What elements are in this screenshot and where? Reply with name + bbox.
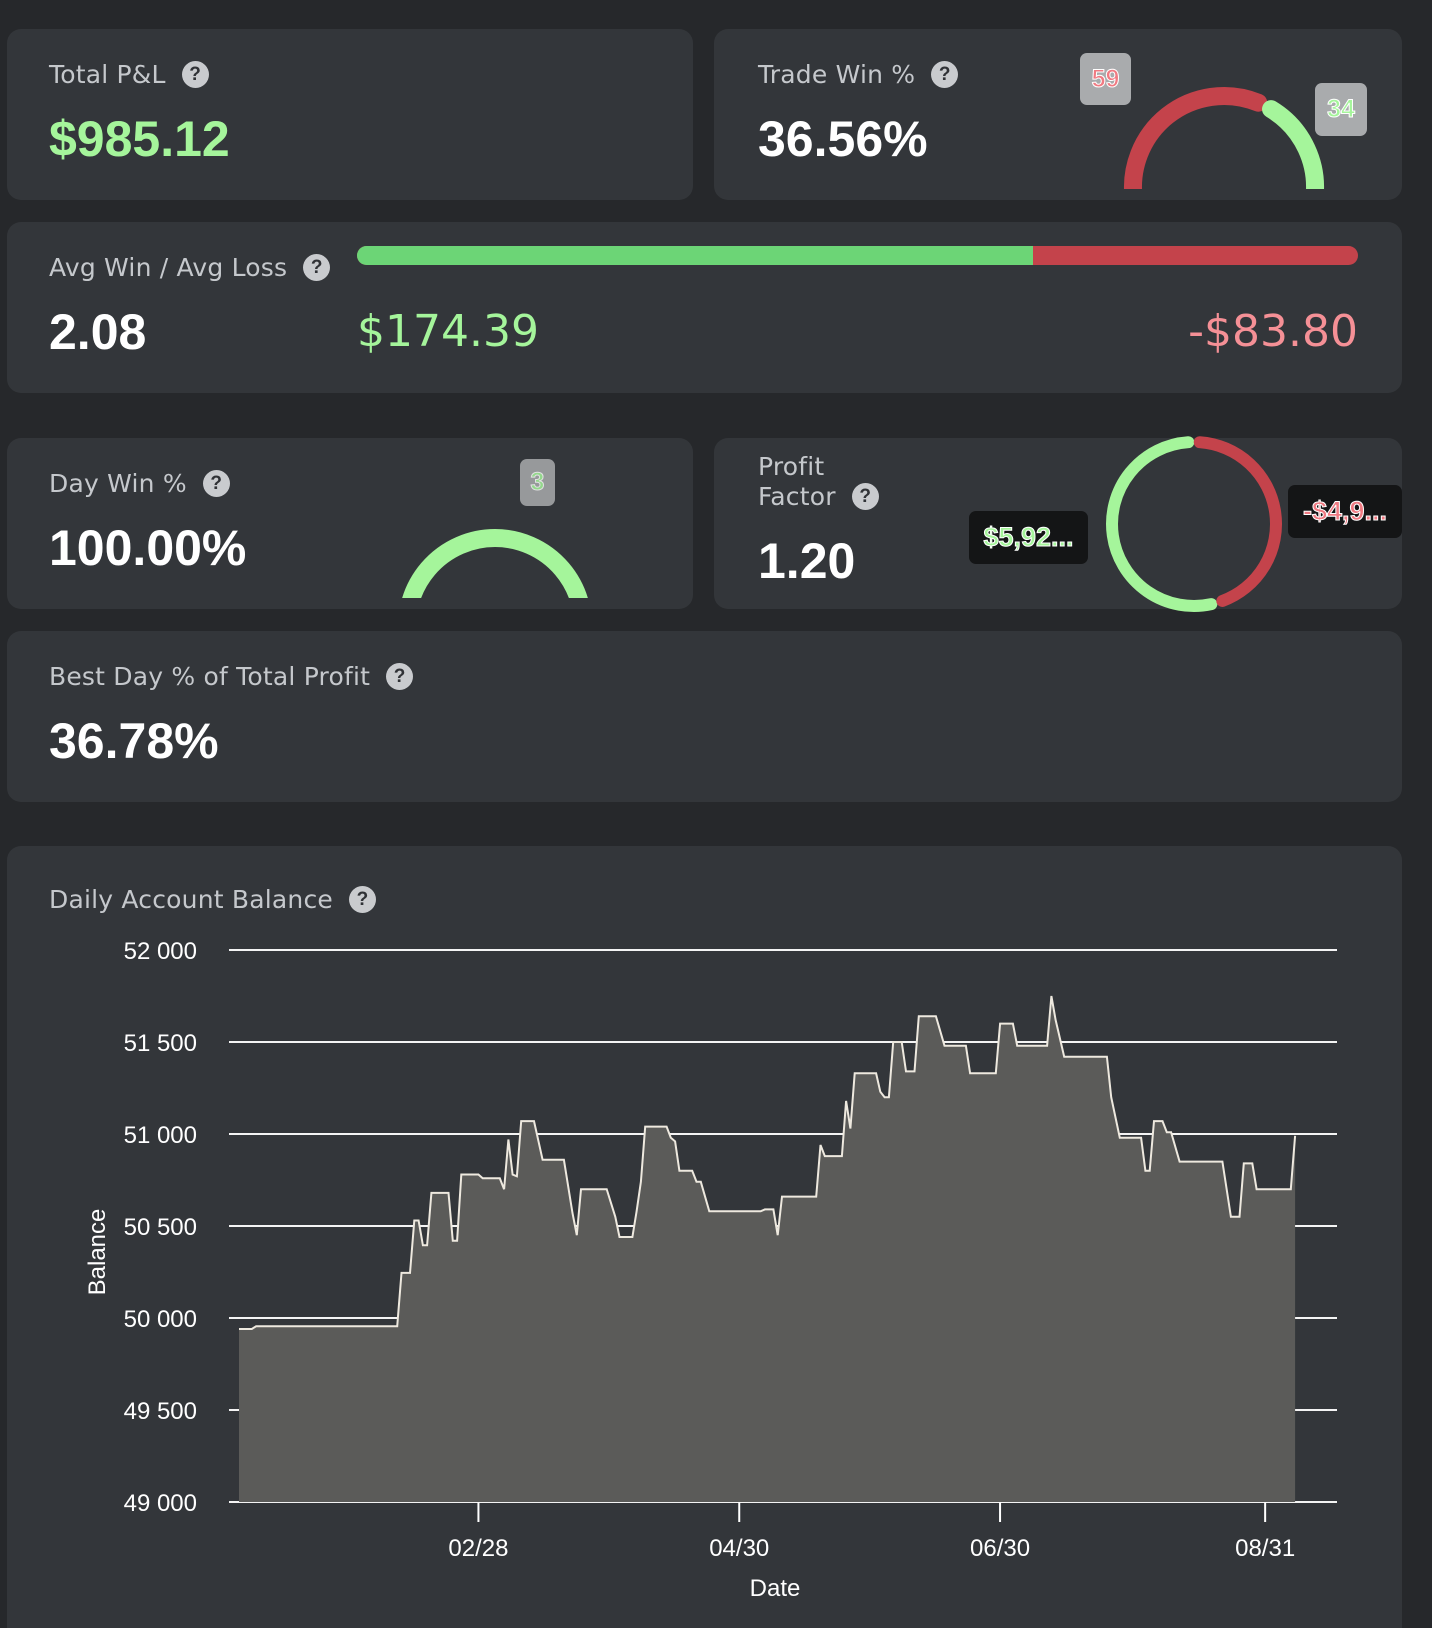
y-tick-label: 50 500 [124,1214,197,1241]
gross-profit-badge: $5,92... [969,511,1088,564]
help-icon[interactable]: ? [181,61,209,88]
avg-win-loss-label: Avg Win / Avg Loss [49,253,288,282]
trade-win-value: 36.56% [758,111,928,167]
best-day-value: 36.78% [49,713,219,769]
best-day-label: Best Day % of Total Profit [49,662,371,691]
trade-win-gauge-win-arc [1262,100,1324,189]
y-tick-label: 51 500 [124,1030,197,1057]
avg-loss-value: -$83.80 [1188,306,1358,357]
gross-loss-badge: -$4,9... [1288,485,1402,538]
help-icon[interactable]: ? [851,483,879,510]
total-pnl-label: Total P&L [49,60,166,89]
avg-win-bar-fill [357,246,1033,265]
y-axis-label: Balance [84,1209,111,1296]
balance-chart-label-row: Daily Account Balance ? [49,885,376,914]
y-tick-label: 52 000 [124,938,197,965]
balance-chart-label: Daily Account Balance [49,885,333,914]
avg-win-loss-ratio-value: 2.08 [49,304,147,360]
day-win-gauge [402,529,588,598]
help-icon[interactable]: ? [349,886,376,913]
x-tick-label: 02/28 [448,1535,508,1562]
help-icon[interactable]: ? [386,663,414,690]
day-win-gauge-win-arc [402,529,588,598]
x-tick-label: 04/30 [709,1535,769,1562]
day-win-value: 100.00% [49,520,247,576]
avg-win-loss-bar [357,246,1358,265]
total-pnl-label-row: Total P&L ? [49,60,209,89]
profit-factor-value: 1.20 [758,533,856,589]
help-icon[interactable]: ? [303,254,331,281]
avg-win-value: $174.39 [357,306,539,357]
balance-chart: 52 000 51 500 51 000 50 500 50 000 49 500 49 0… [84,938,1337,1602]
trade-win-loss-count-badge: 59 [1080,53,1131,105]
help-icon[interactable]: ? [202,470,230,497]
avg-win-loss-label-row: Avg Win / Avg Loss ? [49,253,331,282]
best-day-label-row: Best Day % of Total Profit ? [49,662,414,691]
avg-win-loss-card: Avg Win / Avg Loss ? 2.08 $174.39 -$83.8… [7,222,1402,393]
trade-win-card: Trade Win % ? 36.56% 59 34 [714,29,1402,200]
chart-axes: 52 000 51 500 51 000 50 500 50 000 49 500 49 0… [84,938,1295,1602]
trade-win-win-count-badge: 34 [1315,83,1367,136]
x-tick-label: 06/30 [970,1535,1030,1562]
total-pnl-card: Total P&L ? $985.12 [7,29,693,200]
balance-chart-card: Daily Account Balance ? 52 000 51 500 51 0… [7,846,1402,1628]
day-win-card: Day Win % ? 100.00% 3 [7,438,693,609]
y-tick-label: 50 000 [124,1306,197,1333]
help-icon[interactable]: ? [931,61,959,88]
trade-win-label: Trade Win % [758,60,916,89]
profit-factor-donut-profit-arc [1106,436,1218,612]
profit-factor-donut [1106,436,1282,612]
profit-factor-donut-loss-arc [1193,436,1282,607]
x-tick-label: 08/31 [1235,1535,1295,1562]
y-tick-label: 51 000 [124,1122,197,1149]
trade-win-label-row: Trade Win % ? [758,60,959,89]
day-win-label: Day Win % [49,469,187,498]
best-day-card: Best Day % of Total Profit ? 36.78% [7,631,1402,802]
y-tick-label: 49 500 [124,1398,197,1425]
y-tick-label: 49 000 [124,1490,197,1517]
profit-factor-label-line1: Profit [758,452,825,481]
profit-factor-label-line2: Factor [758,482,836,511]
trade-win-gauge-loss-arc [1124,87,1268,189]
trade-win-gauge [1124,87,1324,189]
x-axis-label: Date [750,1575,801,1602]
profit-factor-label-row: Factor ? [758,482,879,511]
total-pnl-value: $985.12 [49,111,230,167]
balance-line [239,995,1297,1330]
profit-factor-card: Profit Factor ? 1.20 $5,92... -$4,9... [714,436,1402,612]
day-win-count-badge: 3 [520,459,555,506]
balance-area [239,996,1296,1502]
day-win-label-row: Day Win % ? [49,469,230,498]
